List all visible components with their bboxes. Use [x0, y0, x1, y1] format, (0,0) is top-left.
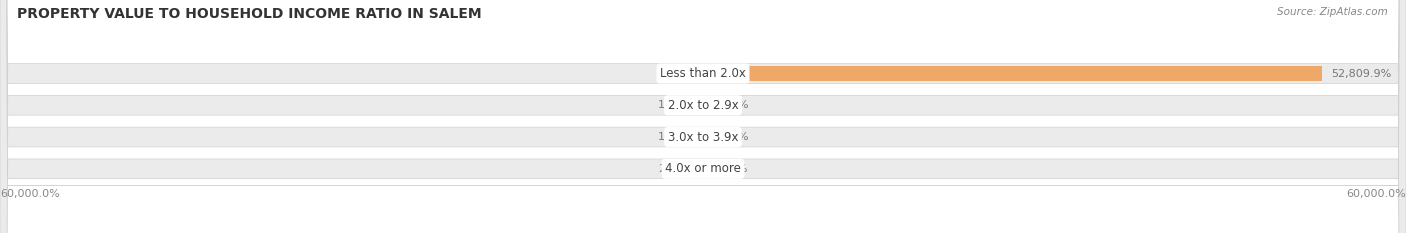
Text: 17.8%: 17.8%: [658, 100, 693, 110]
Text: 4.0x or more: 4.0x or more: [665, 162, 741, 175]
Text: 52.9%: 52.9%: [713, 100, 748, 110]
Text: Source: ZipAtlas.com: Source: ZipAtlas.com: [1277, 7, 1388, 17]
Text: 60,000.0%: 60,000.0%: [1347, 188, 1406, 199]
Text: 60,000.0%: 60,000.0%: [0, 188, 59, 199]
Text: 2.0x to 2.9x: 2.0x to 2.9x: [668, 99, 738, 112]
Text: Less than 2.0x: Less than 2.0x: [659, 67, 747, 80]
Text: 28.5%: 28.5%: [713, 132, 748, 142]
Text: 50.3%: 50.3%: [658, 69, 693, 79]
Text: 3.0x to 3.9x: 3.0x to 3.9x: [668, 130, 738, 144]
Bar: [703, 66, 1322, 81]
Text: 10.0%: 10.0%: [658, 132, 693, 142]
Text: 20.9%: 20.9%: [658, 164, 693, 174]
Text: 13.4%: 13.4%: [713, 164, 748, 174]
Text: PROPERTY VALUE TO HOUSEHOLD INCOME RATIO IN SALEM: PROPERTY VALUE TO HOUSEHOLD INCOME RATIO…: [17, 7, 481, 21]
Text: 52,809.9%: 52,809.9%: [1331, 69, 1392, 79]
